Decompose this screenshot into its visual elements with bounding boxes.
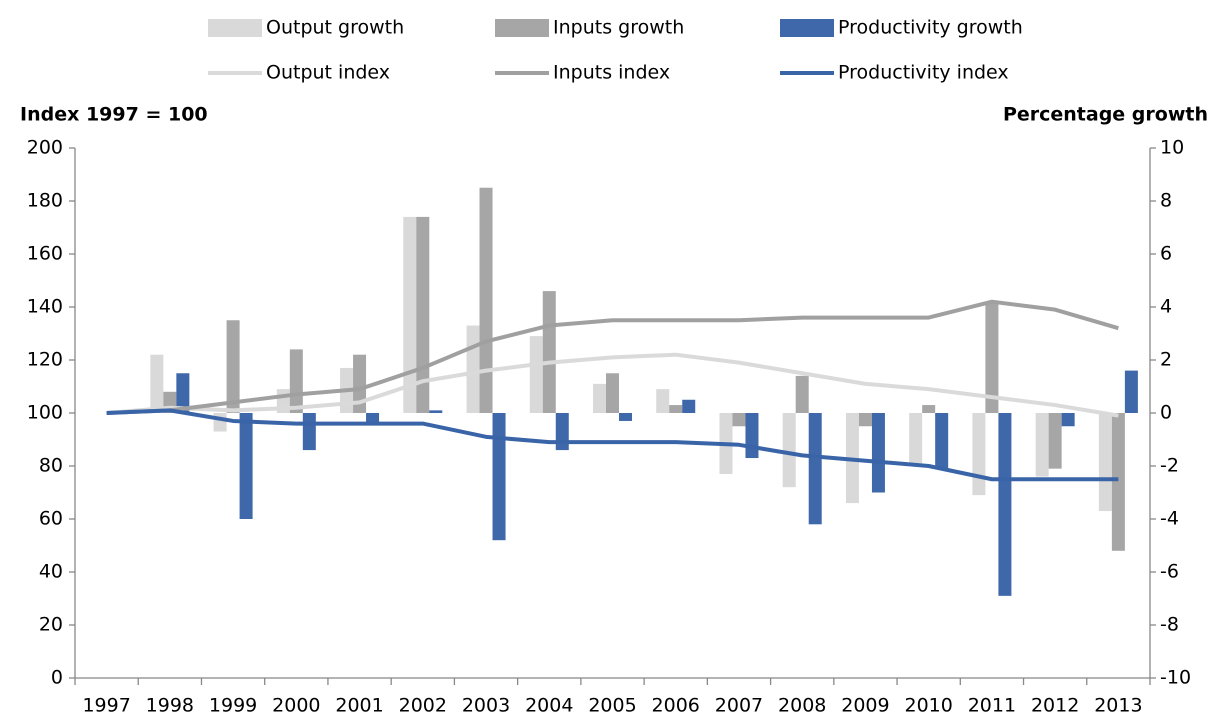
- y2-tick-label: 2: [1160, 349, 1172, 371]
- x-tick-label: 2009: [841, 695, 889, 717]
- bar: [302, 413, 316, 451]
- y-tick-label: 80: [39, 455, 63, 477]
- y-tick-label: 40: [39, 561, 63, 583]
- y2-tick-label: 0: [1160, 402, 1172, 424]
- x-tick-label: 2008: [778, 695, 826, 717]
- y2-tick-label: 10: [1160, 137, 1184, 159]
- y-tick-label: 140: [27, 296, 63, 318]
- bar: [1098, 413, 1112, 512]
- bar: [745, 413, 759, 459]
- legend-swatch: [780, 19, 834, 37]
- bar: [795, 375, 809, 413]
- line: [106, 408, 1119, 482]
- y2-tick-label: -8: [1160, 614, 1179, 636]
- x-tick-label: 2000: [272, 695, 320, 717]
- legend-label: Output index: [266, 62, 390, 84]
- legend-label: Productivity index: [838, 62, 1009, 84]
- y-tick-label: 160: [27, 243, 63, 265]
- bar: [619, 413, 632, 421]
- bar: [226, 320, 240, 413]
- y2-tick-label: -10: [1160, 667, 1191, 689]
- bar: [606, 373, 619, 413]
- bar: [909, 413, 923, 464]
- bar: [858, 413, 872, 427]
- y2-tick-label: -6: [1160, 561, 1179, 583]
- bar: [416, 216, 430, 413]
- bar: [656, 389, 670, 413]
- x-tick-label: 2012: [1031, 695, 1079, 717]
- bar: [366, 413, 380, 424]
- y2-tick-label: -4: [1160, 508, 1179, 530]
- bar: [1061, 413, 1075, 427]
- y-tick-label: 20: [39, 614, 63, 636]
- line: [106, 352, 1119, 418]
- y2-axis-label: Percentage growth: [1003, 104, 1208, 126]
- bar: [682, 399, 696, 413]
- bar: [593, 383, 606, 413]
- x-tick-label: 2004: [525, 695, 573, 717]
- y-tick-label: 180: [27, 190, 63, 212]
- bar: [732, 413, 746, 427]
- x-tick-label: 1999: [209, 695, 257, 717]
- bar: [808, 413, 822, 525]
- y2-tick-label: 8: [1160, 190, 1172, 212]
- y-tick-label: 120: [27, 349, 63, 371]
- legend-swatch: [208, 19, 262, 37]
- bar: [922, 405, 936, 413]
- x-tick-label: 2013: [1094, 695, 1142, 717]
- x-tick-label: 2003: [462, 695, 510, 717]
- legend-swatch: [495, 19, 549, 37]
- bar: [985, 301, 999, 413]
- bar: [555, 413, 569, 451]
- bar: [972, 413, 986, 496]
- bar: [492, 413, 506, 541]
- x-tick-label: 2007: [715, 695, 763, 717]
- bar: [871, 413, 885, 493]
- bar: [213, 413, 227, 432]
- y2-tick-label: -2: [1160, 455, 1179, 477]
- bar: [466, 325, 480, 413]
- line: [106, 299, 1119, 415]
- bar: [429, 410, 443, 413]
- y-tick-label: 0: [51, 667, 63, 689]
- legend-label: Inputs growth: [553, 17, 684, 39]
- bar: [542, 291, 556, 413]
- x-tick-label: 1997: [82, 695, 130, 717]
- y-axis-label: Index 1997 = 100: [20, 104, 208, 126]
- x-tick-label: 2010: [904, 695, 952, 717]
- bar: [1035, 413, 1049, 477]
- bar: [998, 413, 1012, 596]
- legend-label: Output growth: [266, 17, 404, 39]
- bar: [782, 413, 796, 488]
- bar: [1124, 370, 1138, 413]
- x-tick-label: 2011: [968, 695, 1016, 717]
- x-tick-label: 1998: [146, 695, 194, 717]
- legend-label: Inputs index: [553, 62, 670, 84]
- bar: [289, 349, 303, 413]
- x-tick-label: 2005: [588, 695, 636, 717]
- x-tick-label: 2002: [399, 695, 447, 717]
- bar: [479, 187, 493, 413]
- y2-tick-label: 6: [1160, 243, 1172, 265]
- bar: [935, 413, 949, 469]
- y2-tick-label: 4: [1160, 296, 1172, 318]
- x-tick-label: 2001: [335, 695, 383, 717]
- bar: [669, 405, 683, 413]
- bar: [353, 354, 367, 413]
- bar: [1048, 413, 1062, 469]
- y-tick-label: 200: [27, 137, 63, 159]
- y-tick-label: 60: [39, 508, 63, 530]
- bar: [239, 413, 253, 519]
- x-tick-label: 2006: [652, 695, 700, 717]
- bar: [403, 216, 417, 413]
- bar: [150, 354, 164, 413]
- bar: [529, 336, 543, 413]
- bar: [1111, 413, 1125, 551]
- y-tick-label: 100: [27, 402, 63, 424]
- legend-label: Productivity growth: [838, 17, 1023, 39]
- bar: [176, 373, 190, 413]
